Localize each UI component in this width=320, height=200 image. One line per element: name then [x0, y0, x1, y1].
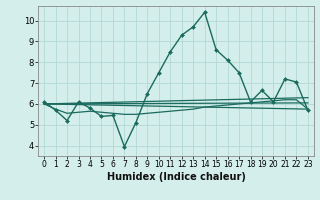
X-axis label: Humidex (Indice chaleur): Humidex (Indice chaleur)	[107, 172, 245, 182]
